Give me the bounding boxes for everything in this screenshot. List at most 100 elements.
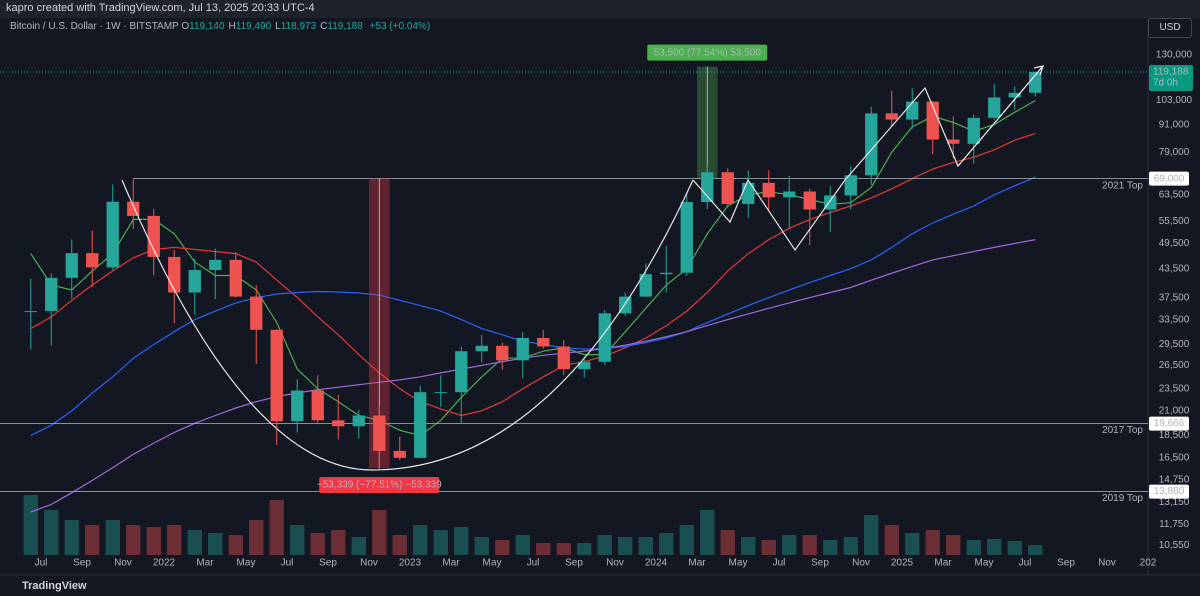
currency-button[interactable]: USD — [1148, 18, 1192, 38]
annotation-layer: 2021 Top 2017 Top 2019 Top 53,500 (77.54%) … — [0, 44, 1148, 504]
candle-body — [496, 345, 509, 361]
last-price-label: 119,188 — [1153, 67, 1189, 78]
candle-body — [1029, 71, 1042, 93]
level-price-box — [1149, 171, 1189, 186]
volume-bar — [536, 543, 551, 555]
volume-bar — [126, 525, 141, 555]
measure-label-box — [319, 477, 440, 494]
zigzag — [692, 65, 1044, 252]
volume-bar — [679, 525, 694, 555]
candle-body — [393, 450, 406, 458]
x-tick-label: Sep — [1057, 558, 1075, 569]
candle-body — [701, 172, 714, 203]
volume-bar — [290, 525, 305, 555]
volume-bar — [331, 530, 346, 555]
brand: TradingView — [22, 580, 87, 592]
candle-body — [209, 259, 222, 271]
measure-label: 53,500 (77.54%) 53,500 — [654, 47, 762, 58]
candle-body — [188, 270, 201, 293]
volume-bar — [823, 540, 838, 555]
candle-body — [147, 215, 160, 257]
x-tick-label: Jul — [281, 558, 294, 569]
y-tick-label: 18,500 — [1159, 430, 1190, 441]
top-bar — [0, 0, 1200, 18]
level-price: 19,666 — [1154, 418, 1185, 429]
volume-bar — [44, 510, 59, 555]
y-tick-label: 49,500 — [1159, 238, 1190, 249]
volume-bar — [269, 500, 284, 555]
volume-bar — [495, 540, 510, 555]
volume-bar — [659, 533, 674, 555]
volume-bar — [249, 520, 264, 555]
candle-layer — [24, 71, 1042, 471]
volume-bar — [392, 535, 407, 555]
candle-body — [824, 195, 837, 210]
moving-average — [30, 132, 1036, 417]
volume-bar — [187, 530, 202, 555]
volume-bar — [884, 525, 899, 555]
candle-body — [803, 191, 816, 210]
x-tick-label: May — [483, 558, 502, 569]
volume-bar — [310, 533, 325, 555]
volume-bar — [802, 535, 817, 555]
level-price: 69,000 — [1154, 173, 1185, 184]
candle-body — [988, 97, 1001, 118]
y-tick-label: 103,000 — [1156, 95, 1193, 106]
candle-body — [455, 351, 468, 393]
y-tick-label: 29,500 — [1159, 339, 1190, 350]
candle-body — [250, 296, 263, 330]
x-tick-label: Nov — [852, 558, 870, 569]
x-tick-label: Nov — [114, 558, 132, 569]
volume-bar — [515, 535, 530, 555]
candle-body — [967, 117, 980, 144]
candle-body — [1008, 92, 1021, 98]
y-tick-label: 10,550 — [1159, 540, 1190, 551]
volume-bar — [23, 495, 38, 555]
candle-body — [86, 253, 99, 268]
candle-body — [537, 337, 550, 347]
level-price: 13,880 — [1154, 486, 1185, 497]
candle-body — [660, 272, 673, 275]
x-tick-label: Nov — [1098, 558, 1116, 569]
last-price-box — [1149, 64, 1193, 91]
candle-body — [45, 277, 58, 312]
volume-bar — [741, 537, 756, 555]
x-tick-label: Mar — [442, 558, 460, 569]
projection — [957, 65, 1044, 167]
candle-body — [762, 182, 775, 198]
y-tick-label: 63,500 — [1159, 189, 1190, 200]
volume-bar — [474, 537, 489, 555]
x-tick-label: Nov — [606, 558, 624, 569]
candle-body — [270, 329, 283, 422]
axis-layer: 130,000 103,000 91,000 79,000 63,500 55,500 49… — [35, 50, 1193, 569]
x-tick-label: Mar — [196, 558, 214, 569]
candle-body — [127, 201, 140, 216]
candle-body — [639, 274, 652, 297]
cup-curve — [121, 179, 694, 471]
x-tick-label: May — [237, 558, 256, 569]
candle-body — [332, 420, 345, 427]
volume-bar — [146, 527, 161, 555]
level-name: 2021 Top — [1102, 180, 1143, 191]
drawings — [121, 65, 1044, 471]
x-tick-label: Mar — [934, 558, 952, 569]
candle-body — [885, 113, 898, 120]
level-price-box — [1149, 416, 1189, 431]
ohlc-value: 119,140 — [189, 21, 225, 32]
volume-bar — [720, 530, 735, 555]
x-tick-label: Jul — [773, 558, 786, 569]
x-tick-label: 2024 — [645, 558, 668, 569]
candle-body — [311, 390, 324, 421]
candle-body — [906, 101, 919, 120]
symbol-line: Bitcoin / U.S. Dollar · 1W · BITSTAMP O1… — [10, 21, 434, 32]
volume-layer — [23, 495, 1043, 555]
x-tick-label: Mar — [688, 558, 706, 569]
indicator-layer — [30, 99, 1036, 513]
candle-body — [516, 337, 529, 361]
volume-bar — [85, 525, 100, 555]
level-name: 2019 Top — [1102, 493, 1143, 504]
volume-bar — [864, 515, 879, 555]
volume-bar — [597, 535, 612, 555]
